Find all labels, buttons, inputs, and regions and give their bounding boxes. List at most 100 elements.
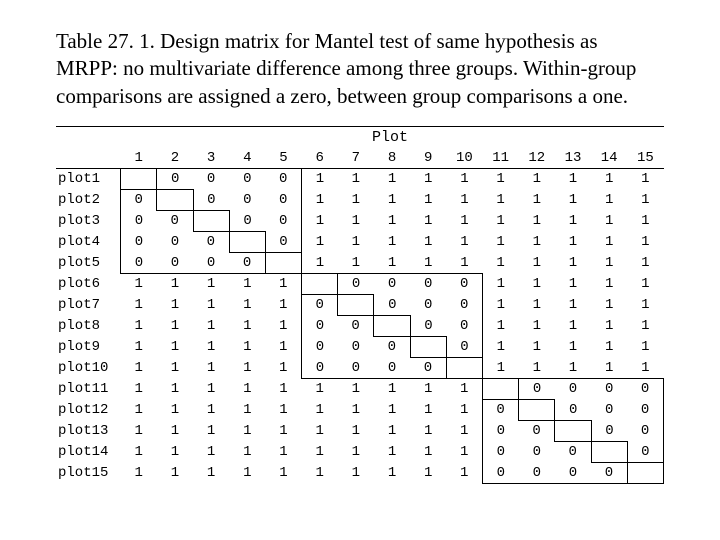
matrix-cell: 1 [157,462,193,483]
matrix-cell: 1 [627,189,663,210]
matrix-cell: 1 [157,441,193,462]
matrix-cell: 0 [374,357,410,378]
matrix-cell: 1 [265,336,301,357]
row-header: plot11 [56,378,121,399]
matrix-cell: 0 [338,273,374,294]
matrix-cell: 1 [338,252,374,273]
matrix-cell: 0 [302,294,338,315]
matrix-cell: 0 [121,210,157,231]
matrix-cell: 0 [446,336,482,357]
corner-cell [56,148,121,169]
matrix-cell: 0 [591,462,627,483]
matrix-cell: 1 [627,336,663,357]
matrix-cell: 1 [229,294,265,315]
matrix-cell: 0 [410,357,446,378]
col-header: 12 [519,148,555,169]
table-row: plot1111111111110000 [56,378,664,399]
matrix-cell: 1 [374,189,410,210]
matrix-cell: 1 [410,252,446,273]
matrix-cell: 1 [483,231,519,252]
matrix-cell: 1 [229,420,265,441]
matrix-cell: 1 [555,273,591,294]
matrix-cell: 1 [229,357,265,378]
matrix-cell: 0 [627,378,663,399]
matrix-cell: 1 [555,231,591,252]
matrix-cell: 1 [157,399,193,420]
matrix-cell: 1 [591,315,627,336]
matrix-cell: 0 [555,441,591,462]
row-header: plot13 [56,420,121,441]
table-caption: Table 27. 1. Design matrix for Mantel te… [0,0,720,118]
matrix-cell: 1 [229,462,265,483]
matrix-cell: 1 [302,210,338,231]
matrix-cell: 1 [302,462,338,483]
matrix-cell: 1 [265,441,301,462]
matrix-cell [627,462,663,483]
matrix-cell: 1 [483,294,519,315]
matrix-cell: 1 [410,168,446,189]
matrix-cell: 1 [519,273,555,294]
matrix-cell: 1 [627,252,663,273]
table-row: plot200001111111111 [56,189,664,210]
matrix-cell: 0 [555,462,591,483]
table-row: plot1411111111110000 [56,441,664,462]
matrix-cell: 0 [265,168,301,189]
matrix-cell: 0 [193,168,229,189]
matrix-cell: 1 [338,462,374,483]
matrix-cell: 0 [410,294,446,315]
matrix-cell: 1 [121,336,157,357]
matrix-cell: 1 [229,378,265,399]
matrix-cell: 1 [121,420,157,441]
table-row: plot811111000011111 [56,315,664,336]
matrix-cell: 0 [302,336,338,357]
matrix-cell: 1 [338,231,374,252]
matrix-cell: 1 [519,294,555,315]
matrix-cell: 1 [265,357,301,378]
matrix-cell: 0 [519,462,555,483]
row-header: plot2 [56,189,121,210]
matrix-cell: 0 [374,336,410,357]
matrix-cell: 0 [157,252,193,273]
matrix-cell: 1 [591,252,627,273]
matrix-cell: 1 [374,378,410,399]
table-container: Plot 123456789101112131415 plot100001111… [56,126,664,484]
table-row: plot1511111111110000 [56,462,664,483]
matrix-cell: 1 [519,336,555,357]
matrix-cell: 1 [121,378,157,399]
matrix-cell: 1 [410,399,446,420]
matrix-cell: 0 [446,315,482,336]
matrix-cell: 0 [591,378,627,399]
matrix-cell: 1 [338,210,374,231]
matrix-cell: 1 [121,399,157,420]
design-matrix-table: 123456789101112131415 plot10000111111111… [56,148,664,484]
matrix-cell: 1 [591,336,627,357]
col-header: 9 [410,148,446,169]
matrix-cell: 1 [374,168,410,189]
matrix-cell: 1 [193,273,229,294]
matrix-cell: 1 [157,336,193,357]
matrix-cell: 1 [555,252,591,273]
matrix-cell: 1 [555,315,591,336]
matrix-cell: 1 [446,462,482,483]
matrix-cell: 0 [410,273,446,294]
matrix-cell: 1 [483,273,519,294]
matrix-cell: 0 [229,168,265,189]
top-rule [56,126,664,127]
matrix-cell: 1 [627,168,663,189]
matrix-cell: 1 [374,252,410,273]
row-header: plot9 [56,336,121,357]
matrix-cell: 0 [157,168,193,189]
matrix-cell: 1 [519,168,555,189]
matrix-cell: 1 [229,315,265,336]
matrix-cell: 0 [265,210,301,231]
matrix-cell: 1 [265,273,301,294]
matrix-cell: 1 [157,315,193,336]
matrix-cell: 1 [591,357,627,378]
matrix-cell: 1 [446,252,482,273]
matrix-cell: 1 [627,315,663,336]
row-header: plot6 [56,273,121,294]
matrix-cell: 1 [555,357,591,378]
matrix-cell: 0 [302,315,338,336]
table-row: plot1211111111110000 [56,399,664,420]
row-header: plot5 [56,252,121,273]
